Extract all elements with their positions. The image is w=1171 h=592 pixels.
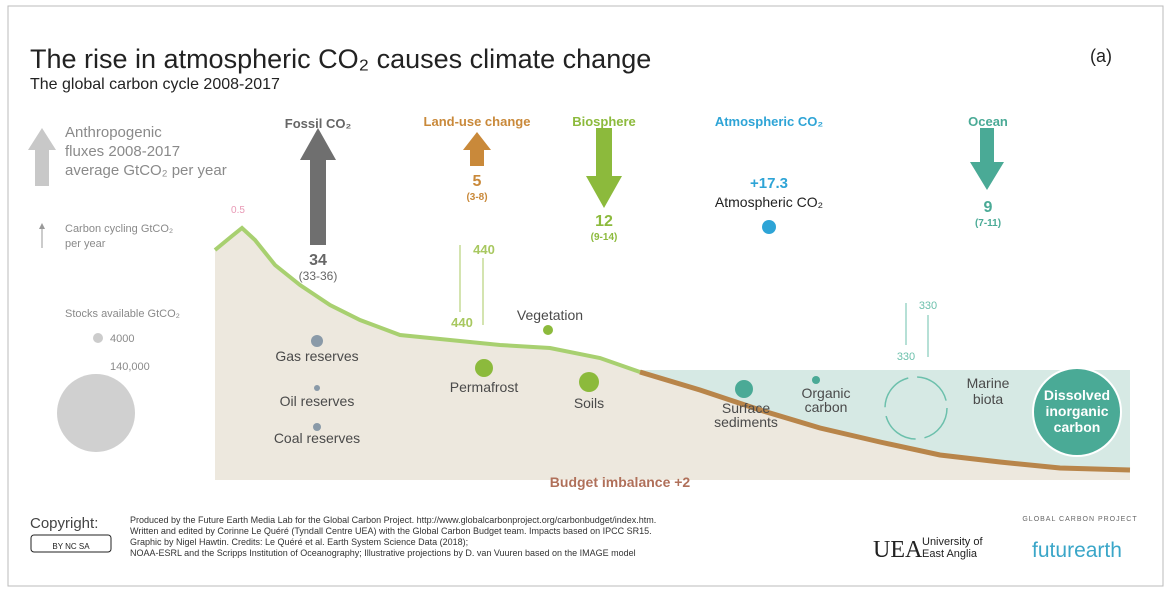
stock-dot xyxy=(475,359,493,377)
cycling-value: 330 xyxy=(897,351,915,363)
stock-label: Marine xyxy=(967,375,1010,391)
legend-text: 4000 xyxy=(110,333,134,345)
legend-circle xyxy=(93,333,103,343)
flux-label: Land-use change xyxy=(424,114,531,129)
uea-text: University of xyxy=(922,536,983,548)
stock-dot xyxy=(735,380,753,398)
stock-dot xyxy=(543,325,553,335)
flux-range: (9-14) xyxy=(591,232,618,243)
legend-circle xyxy=(57,374,135,452)
ocean-arrow xyxy=(970,128,1004,190)
subtitle: The global carbon cycle 2008-2017 xyxy=(30,76,280,93)
legend-text: Anthropogenic xyxy=(65,124,162,141)
cc-badge xyxy=(30,534,112,553)
stock-label: Oil reserves xyxy=(280,393,355,409)
uea-logo: UEA xyxy=(873,537,923,563)
flux-label: Atmospheric CO₂ xyxy=(715,114,824,129)
fossil-arrow xyxy=(300,128,336,245)
stock-label: Organic xyxy=(801,385,850,401)
flux-range: (33-36) xyxy=(299,269,338,283)
biosphere-arrow xyxy=(586,128,622,208)
flux-label: Fossil CO₂ xyxy=(285,116,352,131)
stock-label: Dissolved xyxy=(1044,387,1110,403)
stock-label: biota xyxy=(973,391,1004,407)
flux-label: Biosphere xyxy=(572,114,636,129)
stock-dot xyxy=(313,423,321,431)
stock-label: carbon xyxy=(1054,419,1101,435)
credit-line: Written and edited by Corinne Le Quéré (… xyxy=(130,526,652,536)
uea-text: East Anglia xyxy=(922,548,978,560)
legend-text: 140,000 xyxy=(110,361,150,373)
futurearth-logo: futurearth xyxy=(1032,539,1122,562)
stock-label: Vegetation xyxy=(517,307,583,323)
flux-range: (3-8) xyxy=(466,192,487,203)
stock-label: inorganic xyxy=(1045,403,1108,419)
stock-label: Soils xyxy=(574,395,604,411)
credit-line: Produced by the Future Earth Media Lab f… xyxy=(130,515,656,525)
panel-label: (a) xyxy=(1090,46,1112,66)
frame xyxy=(7,5,1164,587)
legend-text: fluxes 2008-2017 xyxy=(65,143,180,160)
copyright: Copyright: xyxy=(30,515,98,532)
land xyxy=(215,228,1130,480)
flux-value: 5 xyxy=(473,173,482,190)
cycling-value: 330 xyxy=(919,300,937,312)
atmosphere-dot xyxy=(762,220,776,234)
seafloor xyxy=(639,369,1131,473)
stock-label: Coal reserves xyxy=(274,430,360,446)
legend-text: Carbon cycling GtCO₂ xyxy=(65,223,173,235)
flux-value: 12 xyxy=(595,213,613,230)
stock-dot xyxy=(311,335,323,347)
stock-label: carbon xyxy=(805,399,848,415)
flux-value: +17.3 xyxy=(750,175,788,192)
land-use-arrow xyxy=(463,132,491,166)
flux-value: 34 xyxy=(309,252,327,269)
cc-text: BY NC SA xyxy=(52,542,90,551)
stock-label: Permafrost xyxy=(450,379,519,395)
flux-label: Ocean xyxy=(968,114,1008,129)
stock-dot xyxy=(1032,367,1122,457)
cycling-value: 440 xyxy=(451,315,473,330)
stock-label: sediments xyxy=(714,414,778,430)
legend-text: per year xyxy=(65,238,106,250)
ocean-cycle xyxy=(884,376,948,440)
stock-label: Gas reserves xyxy=(275,348,358,364)
stock-dot xyxy=(579,372,599,392)
cycling-value: 0.5 xyxy=(231,205,245,216)
legend-text: average GtCO₂ per year xyxy=(65,162,227,179)
credit-line: Graphic by Nigel Hawtin. Credits: Le Qué… xyxy=(130,537,468,547)
legend-thin-arrow-head xyxy=(39,223,45,229)
title: The rise in atmospheric CO₂ causes clima… xyxy=(30,44,651,74)
gcp-logo: GLOBAL CARBON PROJECT xyxy=(1022,516,1137,523)
atmosphere-label: Atmospheric CO₂ xyxy=(715,194,823,210)
flux-range: (7-11) xyxy=(975,218,1001,229)
legend-arrow xyxy=(28,128,56,186)
legend-text: Stocks available GtCO₂ xyxy=(65,308,180,320)
flux-value: 9 xyxy=(984,199,993,216)
land-surface xyxy=(213,225,641,374)
cycling-value: 440 xyxy=(473,242,495,257)
stock-dot xyxy=(812,376,820,384)
budget-imbalance: Budget imbalance +2 xyxy=(550,474,691,490)
stock-label: Surface xyxy=(722,400,770,416)
credit-line: NOAA-ESRL and the Scripps Institution of… xyxy=(130,548,636,558)
stock-dot xyxy=(314,385,320,391)
